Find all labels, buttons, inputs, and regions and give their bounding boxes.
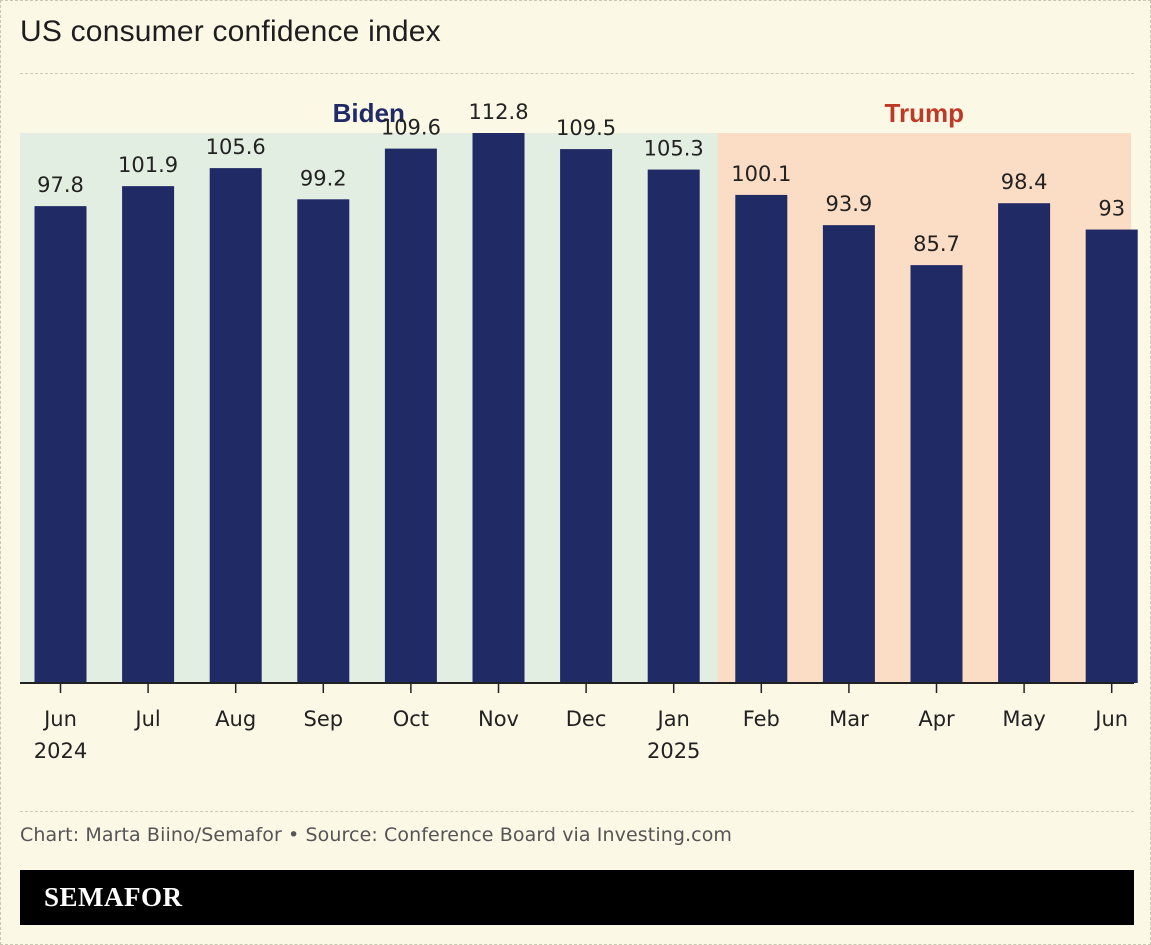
- x-tick-label: Jun: [42, 707, 77, 731]
- bar: [1085, 229, 1138, 684]
- bar: [209, 168, 262, 683]
- chart-title: US consumer confidence index: [20, 15, 441, 48]
- x-tick-label: Jun: [1093, 707, 1128, 731]
- bar-chart: Biden Trump 97.8 Jun 2024 101.9 Jul 105.6 Aug 99.…: [20, 98, 1138, 763]
- data-label: 97.8: [37, 173, 84, 197]
- x-tick-label: 2024: [34, 739, 87, 763]
- bar: [735, 194, 788, 683]
- source-credit: Chart: Marta Biino/Semafor • Source: Con…: [20, 824, 733, 846]
- data-label: 109.5: [556, 116, 616, 140]
- data-label: 85.7: [913, 232, 960, 256]
- x-tick-label: Oct: [393, 707, 429, 731]
- x-tick-label: 2025: [647, 739, 700, 763]
- x-tick-label: Jul: [133, 707, 160, 731]
- x-tick-label: Nov: [478, 707, 519, 731]
- x-tick-label: Sep: [304, 707, 344, 731]
- data-label: 100.1: [731, 162, 791, 186]
- bar: [297, 199, 350, 683]
- x-tick-label: Aug: [215, 707, 256, 731]
- data-label: 93: [1098, 197, 1125, 221]
- data-label: 101.9: [118, 153, 178, 177]
- bar: [34, 206, 87, 683]
- x-tick-label: Dec: [566, 707, 607, 731]
- data-label: 93.9: [826, 192, 873, 216]
- data-label: 112.8: [468, 100, 528, 124]
- top-divider: [20, 73, 1134, 74]
- bottom-divider: [20, 811, 1134, 812]
- x-tick-label: May: [1002, 707, 1045, 731]
- bar: [647, 169, 700, 683]
- data-label: 99.2: [300, 166, 347, 190]
- bar: [998, 203, 1051, 683]
- bar: [822, 225, 875, 684]
- bar: [560, 149, 613, 683]
- data-label: 105.3: [644, 137, 704, 161]
- x-tick-label: Apr: [918, 707, 955, 731]
- data-label: 109.6: [381, 116, 441, 140]
- bar: [122, 186, 175, 683]
- period-label-trump: Trump: [885, 98, 964, 128]
- data-label: 98.4: [1001, 170, 1048, 194]
- brand-bar: SEMAFOR: [20, 870, 1134, 925]
- bar: [384, 148, 437, 683]
- data-label: 105.6: [206, 135, 266, 159]
- x-tick-label: Mar: [829, 707, 869, 731]
- x-tick-label: Jan: [656, 707, 690, 731]
- bar: [910, 265, 963, 683]
- bar: [472, 133, 525, 683]
- period-label-biden: Biden: [333, 98, 405, 128]
- x-tick-label: Feb: [743, 707, 780, 731]
- semafor-logo: SEMAFOR: [44, 882, 183, 912]
